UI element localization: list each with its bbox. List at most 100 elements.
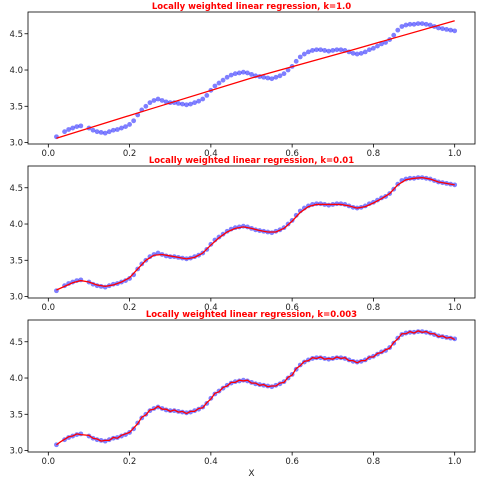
x-tick-label: 0.4 <box>204 303 218 313</box>
y-tick-label: 4.0 <box>9 66 23 76</box>
y-tick-label: 3.5 <box>9 256 23 266</box>
data-point <box>269 76 275 82</box>
data-point <box>261 74 267 80</box>
data-point <box>314 47 319 53</box>
data-point <box>265 75 271 81</box>
y-tick-label: 3.0 <box>9 139 23 149</box>
x-axis-label: X <box>248 469 254 479</box>
x-tick-label: 0.8 <box>367 457 381 467</box>
x-tick-label: 0.6 <box>285 149 299 159</box>
data-point <box>66 127 72 132</box>
data-point <box>228 72 234 78</box>
data-point <box>143 103 149 109</box>
regression-line <box>56 20 455 139</box>
x-tick-label: 1.0 <box>448 457 462 467</box>
data-point <box>245 70 250 76</box>
data-point <box>326 48 332 54</box>
data-point <box>338 355 344 361</box>
data-point <box>362 49 368 55</box>
y-tick-label: 3.0 <box>9 447 23 457</box>
data-point <box>358 50 364 56</box>
x-tick-label: 0.2 <box>123 303 137 313</box>
data-point <box>240 377 246 383</box>
x-tick-label: 0.4 <box>204 457 218 467</box>
data-point <box>188 101 193 107</box>
data-point <box>115 127 120 132</box>
data-point <box>147 100 153 106</box>
data-point <box>224 74 230 80</box>
data-point <box>350 50 356 56</box>
data-point <box>159 98 165 103</box>
regression-line <box>56 176 455 291</box>
data-point <box>375 43 380 49</box>
data-point <box>427 22 433 28</box>
data-point <box>366 47 372 53</box>
data-point <box>106 129 112 135</box>
data-point <box>338 47 344 53</box>
data-point <box>395 27 401 33</box>
data-point <box>94 129 100 135</box>
data-point <box>163 99 169 105</box>
data-point <box>310 48 315 53</box>
x-tick-label: 1.0 <box>448 149 462 159</box>
y-tick-label: 4.5 <box>9 184 23 194</box>
y-tick-label: 3.5 <box>9 102 23 112</box>
plot-frame <box>27 11 476 145</box>
y-tick-label: 4.0 <box>9 374 23 384</box>
x-tick-label: 0.8 <box>367 303 381 313</box>
data-point <box>151 98 157 103</box>
data-point <box>334 47 340 53</box>
data-point <box>155 96 161 102</box>
data-point <box>281 71 287 77</box>
data-point <box>326 202 332 208</box>
data-point <box>407 21 413 27</box>
chart-title: Locally weighted linear regression, k=1.… <box>152 2 351 12</box>
data-point <box>419 21 425 27</box>
data-point <box>204 93 210 98</box>
x-tick-label: 0.4 <box>204 149 218 159</box>
x-tick-label: 0.2 <box>123 149 137 159</box>
x-tick-label: 0.0 <box>42 149 56 159</box>
x-tick-label: 0.0 <box>42 303 56 313</box>
data-point <box>448 27 454 33</box>
y-tick-label: 4.5 <box>9 338 23 348</box>
data-point <box>180 101 185 107</box>
x-tick-label: 0.0 <box>42 457 56 467</box>
data-point <box>452 28 458 34</box>
plot-frame <box>27 319 476 453</box>
data-point <box>297 54 303 60</box>
data-point <box>371 45 376 51</box>
data-point <box>293 212 299 218</box>
data-point <box>131 272 137 278</box>
data-point <box>98 129 104 135</box>
data-point <box>212 83 218 89</box>
data-point <box>415 21 421 27</box>
data-point <box>216 80 222 86</box>
chart-panel-3: Locally weighted linear regression, k=0.… <box>9 310 476 479</box>
data-point <box>240 69 246 75</box>
data-point <box>200 96 206 102</box>
data-point <box>399 24 405 29</box>
data-point <box>440 26 445 32</box>
y-tick-label: 3.5 <box>9 410 23 420</box>
data-point <box>318 201 323 207</box>
data-point <box>391 32 397 38</box>
data-point <box>90 127 96 133</box>
data-point <box>62 129 67 135</box>
y-tick-label: 4.5 <box>9 30 23 40</box>
data-point <box>273 74 279 80</box>
data-point <box>192 100 198 106</box>
data-point <box>220 77 226 83</box>
data-point <box>249 71 254 77</box>
data-point <box>277 73 283 79</box>
data-point <box>322 48 328 53</box>
data-point <box>131 118 137 124</box>
chart-title: Locally weighted linear regression, k=0.… <box>149 156 354 166</box>
data-point <box>70 125 76 131</box>
data-point <box>119 125 124 131</box>
x-tick-label: 0.2 <box>123 457 137 467</box>
x-tick-label: 0.6 <box>285 303 299 313</box>
data-point <box>293 58 299 64</box>
data-point <box>419 329 425 335</box>
